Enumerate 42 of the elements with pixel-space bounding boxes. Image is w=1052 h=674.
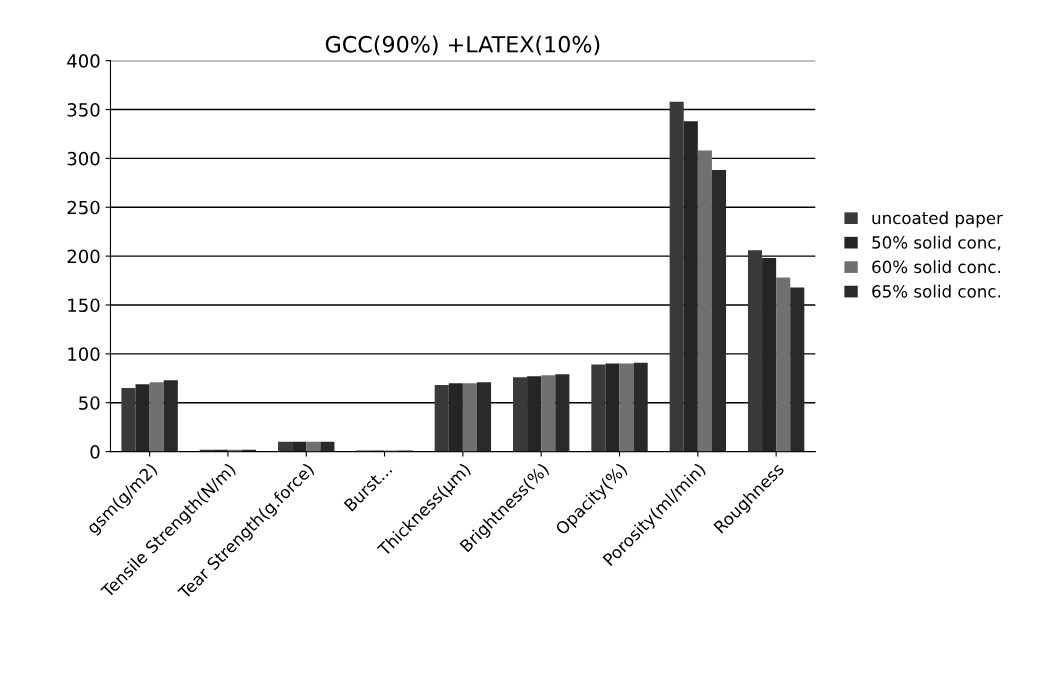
chart-title: GCC(90%) +LATEX(10%) bbox=[325, 35, 600, 56]
y-tick-label: 250 bbox=[67, 200, 100, 215]
bar bbox=[541, 375, 556, 452]
bar bbox=[697, 150, 712, 452]
legend-label: 50% solid conc, bbox=[872, 235, 1001, 251]
bar bbox=[149, 382, 164, 452]
legend-label: uncoated paper bbox=[872, 211, 1003, 228]
bar bbox=[605, 363, 620, 452]
bar bbox=[462, 383, 477, 452]
y-tick-label: 150 bbox=[68, 298, 100, 313]
y-tick-label: 0 bbox=[90, 445, 100, 459]
bar bbox=[555, 374, 570, 452]
bar bbox=[306, 441, 321, 452]
y-tick-label: 100 bbox=[68, 347, 100, 361]
y-tick-label: 300 bbox=[67, 151, 100, 166]
bar bbox=[320, 441, 335, 452]
bar bbox=[633, 362, 648, 452]
bar bbox=[762, 258, 777, 452]
y-tick-label: 50 bbox=[79, 396, 100, 410]
bar bbox=[278, 441, 293, 452]
bar bbox=[683, 121, 698, 452]
bar bbox=[121, 388, 136, 452]
bar bbox=[776, 277, 791, 452]
bar bbox=[292, 441, 307, 452]
bar bbox=[591, 364, 606, 452]
y-tick-label: 200 bbox=[67, 249, 100, 264]
bar bbox=[669, 101, 684, 452]
bar bbox=[527, 376, 542, 452]
y-tick-label: 400 bbox=[67, 54, 100, 68]
legend-label: 65% solid conc. bbox=[872, 284, 1001, 298]
bar bbox=[135, 384, 150, 452]
bar bbox=[434, 385, 449, 452]
bar bbox=[163, 380, 178, 452]
y-tick-label: 350 bbox=[67, 102, 100, 117]
legend-label: 60% solid conc. bbox=[872, 260, 1001, 274]
bar bbox=[476, 382, 492, 452]
bar bbox=[790, 287, 805, 452]
bar bbox=[747, 250, 763, 452]
bar bbox=[513, 377, 528, 452]
bar bbox=[448, 383, 463, 452]
bar bbox=[619, 363, 634, 452]
bar bbox=[711, 170, 727, 452]
